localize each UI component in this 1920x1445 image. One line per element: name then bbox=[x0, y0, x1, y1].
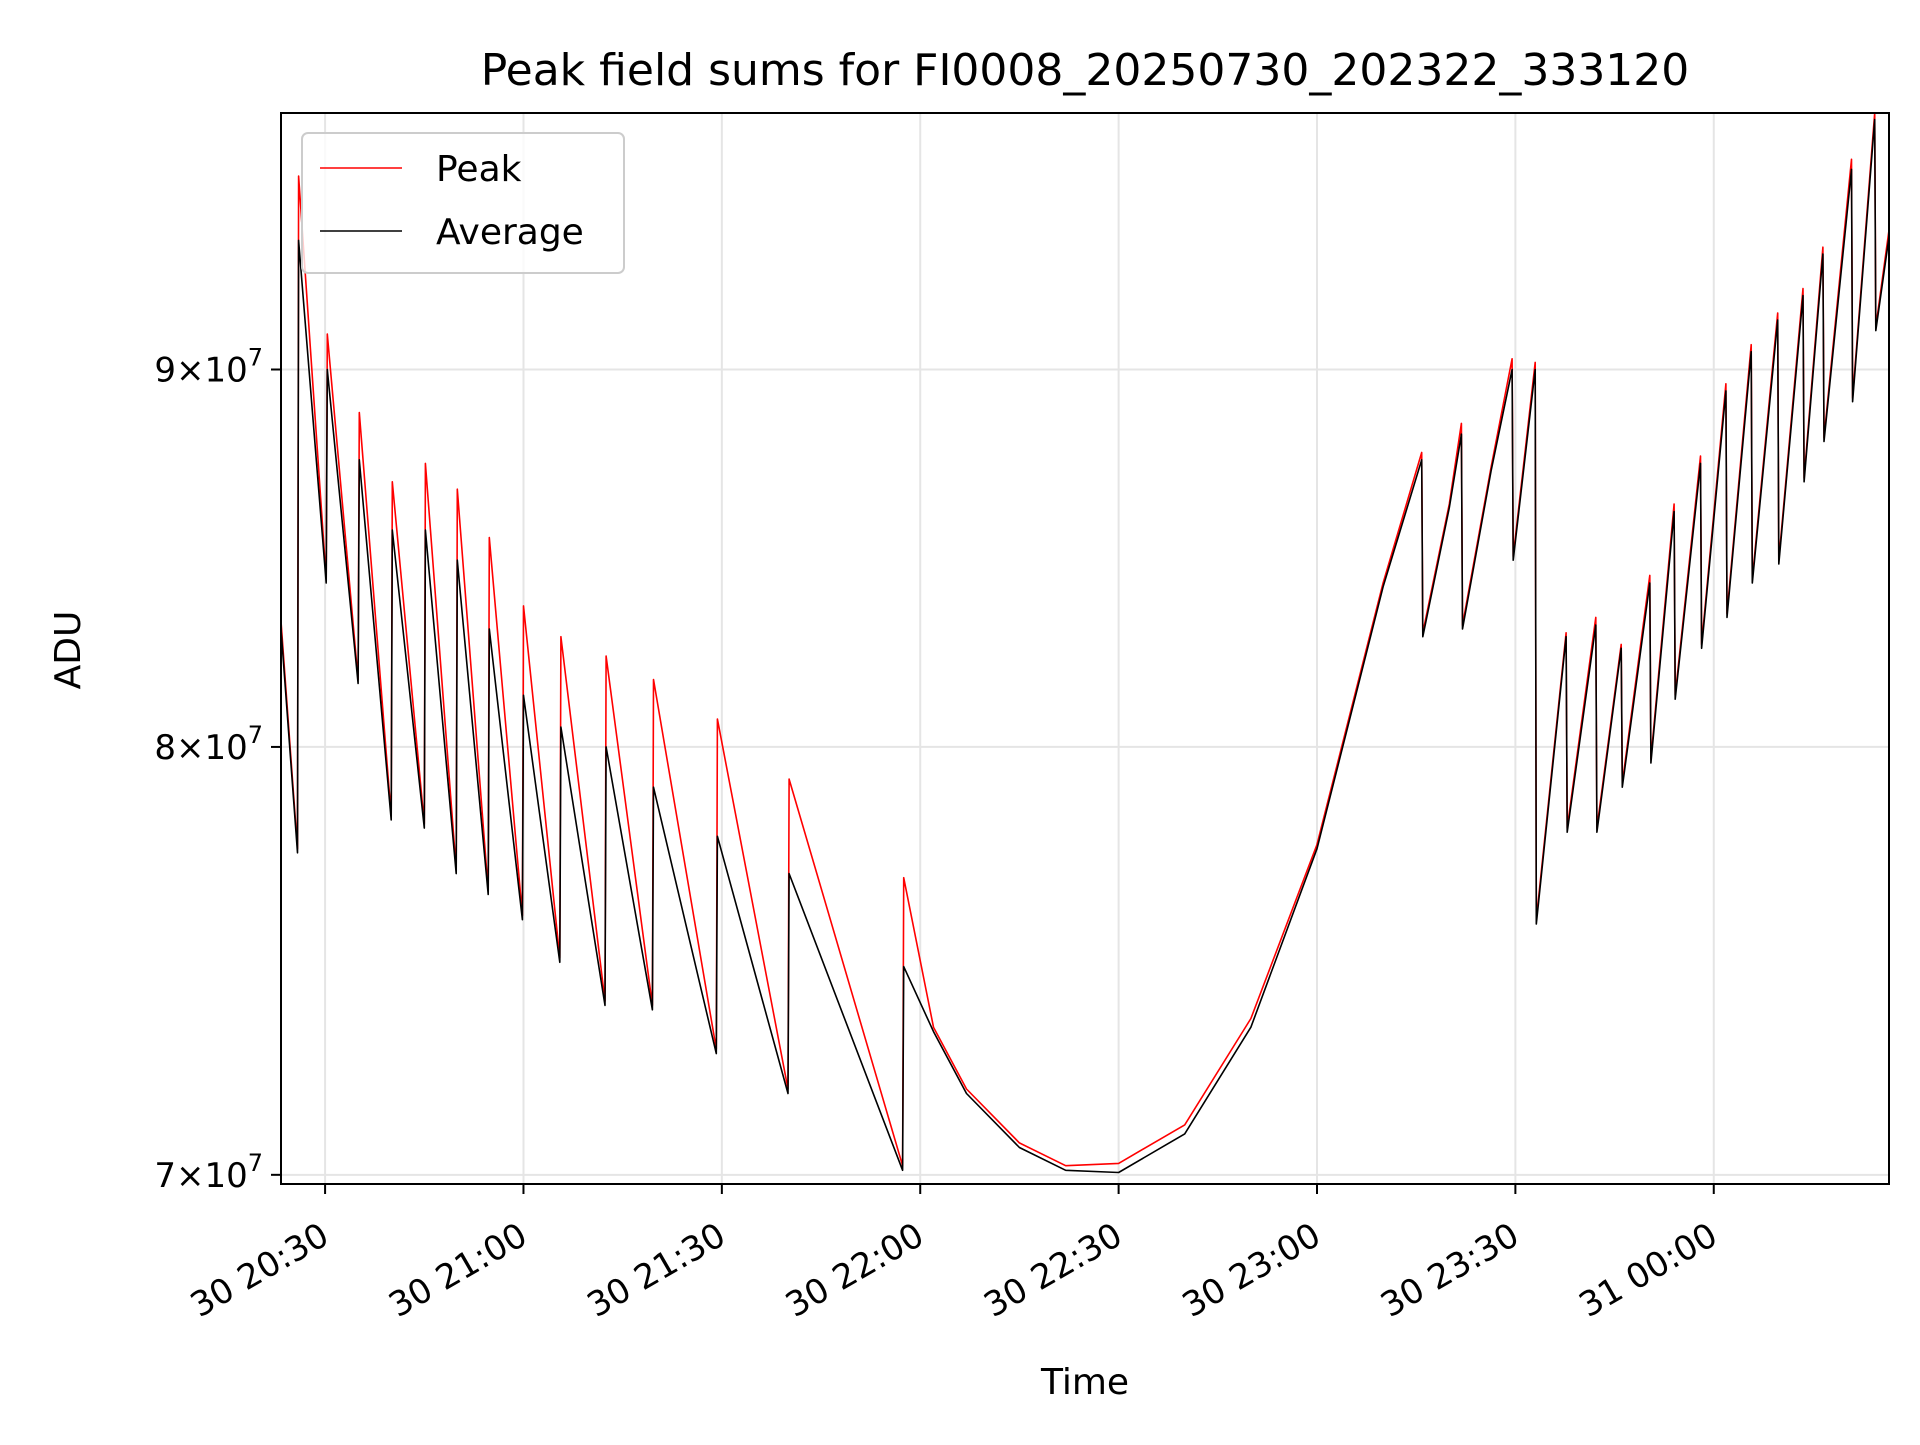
legend-label-peak: Peak bbox=[436, 149, 522, 190]
series-line-average bbox=[280, 118, 1890, 1174]
y-axis: 7×107 8×107 9×107 bbox=[154, 343, 281, 1196]
y-axis-label: ADU bbox=[48, 611, 89, 690]
x-axis-label: Time bbox=[1040, 1362, 1129, 1403]
series-layer bbox=[280, 112, 1890, 1174]
chart-title: Peak field sums for FI0008_20250730_2023… bbox=[481, 45, 1690, 96]
y-tick-label: 7×107 bbox=[154, 1149, 263, 1196]
y-tick-label: 8×107 bbox=[154, 721, 263, 768]
legend: Peak Average bbox=[301, 132, 625, 274]
plot-frame bbox=[280, 112, 1890, 1185]
legend-label-average: Average bbox=[436, 212, 584, 253]
y-tick-label: 9×107 bbox=[154, 343, 263, 390]
